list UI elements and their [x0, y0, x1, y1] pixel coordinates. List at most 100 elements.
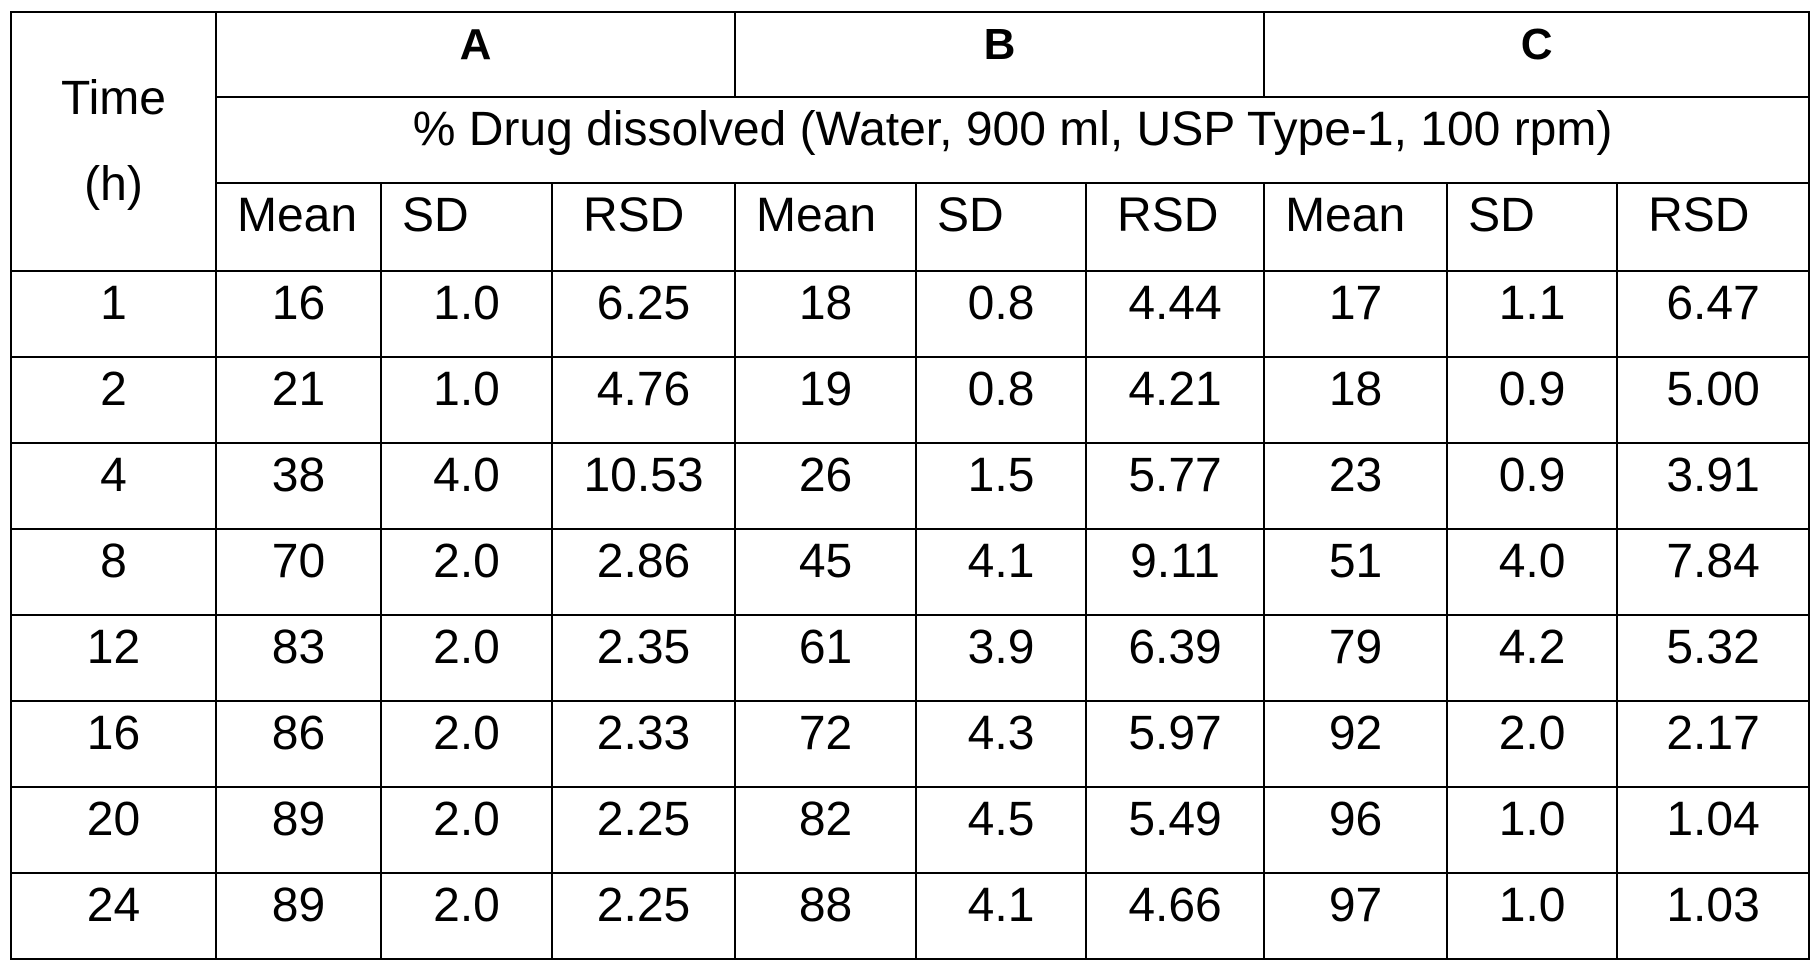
cell-time: 2 — [11, 357, 216, 443]
cell-mean-b: 45 — [735, 529, 916, 615]
cell-sd-a: 2.0 — [381, 701, 552, 787]
cell-sd-c: 4.2 — [1447, 615, 1617, 701]
cell-sd-c: 1.0 — [1447, 787, 1617, 873]
cell-rsd-b: 9.11 — [1086, 529, 1264, 615]
cell-mean-c: 97 — [1264, 873, 1447, 959]
cell-mean-c: 92 — [1264, 701, 1447, 787]
cell-rsd-a: 6.25 — [552, 271, 735, 357]
table-row: 4384.010.53261.55.77230.93.91 — [11, 443, 1809, 529]
cell-mean-b: 18 — [735, 271, 916, 357]
cell-sd-c: 1.1 — [1447, 271, 1617, 357]
table-row: 2211.04.76190.84.21180.95.00 — [11, 357, 1809, 443]
table-row: 16862.02.33724.35.97922.02.17 — [11, 701, 1809, 787]
cell-mean-c: 51 — [1264, 529, 1447, 615]
time-header-label: Time — [12, 75, 215, 123]
group-header-row: Time (h) A B C — [11, 12, 1809, 97]
sub-header-rsd-a: RSD — [552, 183, 735, 271]
cell-time: 20 — [11, 787, 216, 873]
cell-time: 12 — [11, 615, 216, 701]
cell-mean-c: 17 — [1264, 271, 1447, 357]
cell-sd-b: 4.1 — [916, 873, 1086, 959]
cell-mean-c: 79 — [1264, 615, 1447, 701]
cell-mean-a: 86 — [216, 701, 381, 787]
table-row: 20892.02.25824.55.49961.01.04 — [11, 787, 1809, 873]
cell-rsd-c: 3.91 — [1617, 443, 1809, 529]
sub-header-row: Mean SD RSD Mean SD RSD Mean SD RSD — [11, 183, 1809, 271]
cell-rsd-c: 5.00 — [1617, 357, 1809, 443]
cell-mean-b: 82 — [735, 787, 916, 873]
cell-sd-b: 3.9 — [916, 615, 1086, 701]
cell-rsd-b: 5.77 — [1086, 443, 1264, 529]
cell-rsd-c: 1.04 — [1617, 787, 1809, 873]
time-header-unit: (h) — [12, 161, 215, 209]
cell-rsd-b: 4.21 — [1086, 357, 1264, 443]
sub-header-mean-c: Mean — [1264, 183, 1447, 271]
cell-rsd-c: 7.84 — [1617, 529, 1809, 615]
cell-sd-c: 0.9 — [1447, 357, 1617, 443]
cell-sd-a: 4.0 — [381, 443, 552, 529]
cell-rsd-b: 6.39 — [1086, 615, 1264, 701]
cell-mean-c: 96 — [1264, 787, 1447, 873]
sub-header-rsd-c: RSD — [1617, 183, 1809, 271]
cell-rsd-a: 2.35 — [552, 615, 735, 701]
cell-rsd-c: 5.32 — [1617, 615, 1809, 701]
group-header-b: B — [735, 12, 1264, 97]
cell-sd-c: 4.0 — [1447, 529, 1617, 615]
cell-mean-b: 19 — [735, 357, 916, 443]
cell-mean-b: 88 — [735, 873, 916, 959]
cell-sd-b: 4.1 — [916, 529, 1086, 615]
span-header-row: % Drug dissolved (Water, 900 ml, USP Typ… — [11, 97, 1809, 183]
sub-header-rsd-b: RSD — [1086, 183, 1264, 271]
cell-rsd-a: 2.25 — [552, 873, 735, 959]
cell-mean-b: 61 — [735, 615, 916, 701]
cell-rsd-a: 2.86 — [552, 529, 735, 615]
cell-mean-a: 89 — [216, 787, 381, 873]
sub-header-sd-a: SD — [381, 183, 552, 271]
table-row: 24892.02.25884.14.66971.01.03 — [11, 873, 1809, 959]
cell-mean-b: 26 — [735, 443, 916, 529]
cell-sd-c: 2.0 — [1447, 701, 1617, 787]
cell-rsd-a: 10.53 — [552, 443, 735, 529]
cell-rsd-a: 2.25 — [552, 787, 735, 873]
cell-sd-b: 0.8 — [916, 271, 1086, 357]
cell-rsd-c: 2.17 — [1617, 701, 1809, 787]
cell-mean-a: 16 — [216, 271, 381, 357]
cell-mean-a: 38 — [216, 443, 381, 529]
cell-time: 1 — [11, 271, 216, 357]
drug-dissolved-header: % Drug dissolved (Water, 900 ml, USP Typ… — [216, 97, 1809, 183]
cell-time: 8 — [11, 529, 216, 615]
cell-rsd-b: 5.97 — [1086, 701, 1264, 787]
sub-header-sd-c: SD — [1447, 183, 1617, 271]
cell-time: 4 — [11, 443, 216, 529]
cell-sd-b: 1.5 — [916, 443, 1086, 529]
dissolution-table: Time (h) A B C % Drug dissolved (Water, … — [10, 11, 1810, 960]
cell-sd-b: 4.3 — [916, 701, 1086, 787]
cell-rsd-b: 4.44 — [1086, 271, 1264, 357]
cell-time: 24 — [11, 873, 216, 959]
cell-sd-a: 1.0 — [381, 271, 552, 357]
table-row: 1161.06.25180.84.44171.16.47 — [11, 271, 1809, 357]
cell-mean-a: 89 — [216, 873, 381, 959]
sub-header-sd-b: SD — [916, 183, 1086, 271]
cell-rsd-b: 5.49 — [1086, 787, 1264, 873]
cell-sd-a: 2.0 — [381, 873, 552, 959]
group-header-c: C — [1264, 12, 1809, 97]
cell-mean-c: 23 — [1264, 443, 1447, 529]
time-header-cell: Time (h) — [11, 12, 216, 271]
cell-sd-a: 2.0 — [381, 615, 552, 701]
cell-rsd-c: 1.03 — [1617, 873, 1809, 959]
cell-sd-c: 1.0 — [1447, 873, 1617, 959]
cell-sd-c: 0.9 — [1447, 443, 1617, 529]
cell-rsd-c: 6.47 — [1617, 271, 1809, 357]
cell-rsd-a: 4.76 — [552, 357, 735, 443]
cell-rsd-b: 4.66 — [1086, 873, 1264, 959]
cell-mean-a: 21 — [216, 357, 381, 443]
cell-sd-a: 1.0 — [381, 357, 552, 443]
cell-sd-a: 2.0 — [381, 787, 552, 873]
cell-mean-b: 72 — [735, 701, 916, 787]
group-header-a: A — [216, 12, 735, 97]
table-row: 8702.02.86454.19.11514.07.84 — [11, 529, 1809, 615]
cell-time: 16 — [11, 701, 216, 787]
cell-mean-c: 18 — [1264, 357, 1447, 443]
